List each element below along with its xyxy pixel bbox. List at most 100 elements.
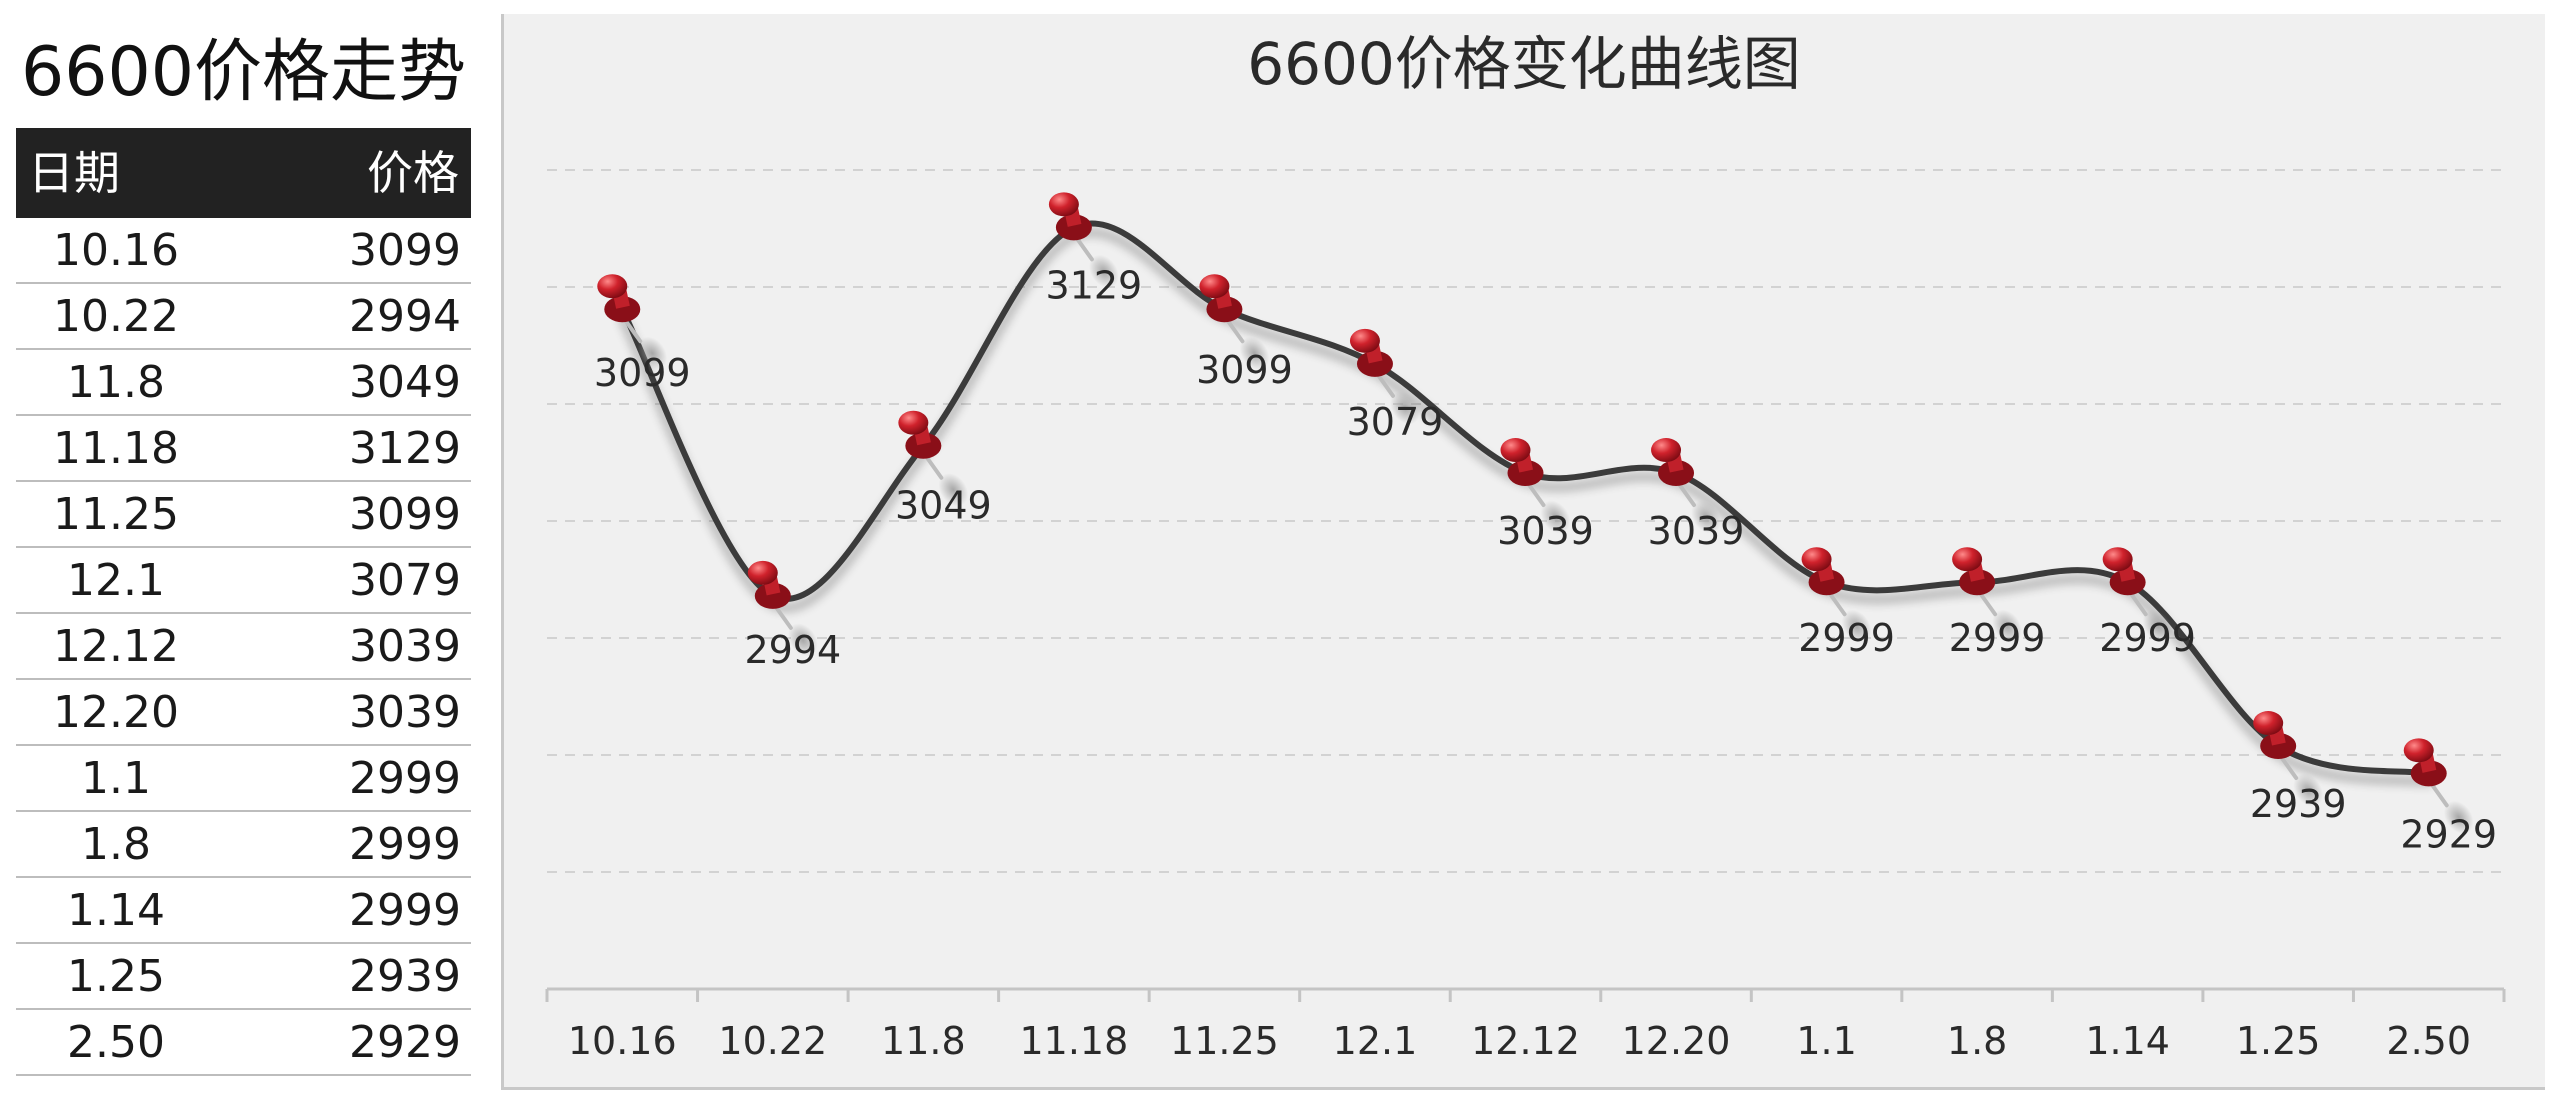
data-label: 3079 <box>1347 400 1444 444</box>
row-date: 12.1 <box>67 555 165 606</box>
table-row: 11.18 3129 <box>16 416 471 482</box>
data-label: 3049 <box>895 484 992 528</box>
pin-shadow <box>2142 609 2173 643</box>
pin-shadow <box>787 623 818 657</box>
row-date: 1.8 <box>81 819 151 870</box>
table-row: 12.20 3039 <box>16 680 471 746</box>
row-date: 11.18 <box>53 423 179 474</box>
x-tick-label: 10.22 <box>718 1019 827 1063</box>
row-date: 10.22 <box>53 291 179 342</box>
row-date: 12.20 <box>53 687 179 738</box>
x-tick-label: 12.1 <box>1333 1019 1418 1063</box>
row-price: 2999 <box>349 885 461 936</box>
pin-head <box>597 274 628 299</box>
table-row: 1.1 2999 <box>16 746 471 812</box>
pushpin-marker <box>2403 738 2474 834</box>
row-price: 3039 <box>349 621 461 672</box>
pin-shadow <box>1089 254 1119 288</box>
table-row: 10.22 2994 <box>16 284 471 350</box>
data-label: 2999 <box>1798 616 1895 660</box>
pin-base <box>754 582 791 609</box>
x-tick-label: 12.20 <box>1622 1019 1731 1063</box>
x-tick-label: 11.25 <box>1170 1019 1279 1063</box>
pin-head <box>1952 547 1983 572</box>
series-line <box>619 220 2432 777</box>
table-row: 1.14 2999 <box>16 878 471 944</box>
pin-head <box>1651 438 1682 463</box>
x-tick-label: 1.14 <box>2085 1019 2170 1063</box>
data-labels: 3099 2994 3049 3129 3099 3079 3039 3039 2999 2999… <box>594 263 2497 856</box>
pin-shadow <box>938 473 969 507</box>
pushpin-marker <box>1801 547 1872 643</box>
row-date: 1.1 <box>81 753 151 804</box>
pin-head <box>1048 192 1079 217</box>
x-tick-label: 11.8 <box>881 1019 966 1063</box>
pin-shadow <box>1540 500 1571 534</box>
x-tick-label: 11.18 <box>1019 1019 1128 1063</box>
pin-shadow <box>1239 336 1270 370</box>
pin-shadow <box>1390 391 1420 425</box>
x-tick-labels: 10.16 10.22 11.8 11.18 11.25 12.1 12.12 12.20 1.… <box>568 1019 2471 1063</box>
table-row: 1.25 2939 <box>16 944 471 1010</box>
data-label: 2999 <box>2099 616 2196 660</box>
pin-shadow <box>1691 500 1721 534</box>
row-price: 3099 <box>349 489 461 540</box>
table-row: 12.1 3079 <box>16 548 471 614</box>
pin-base <box>1507 460 1544 487</box>
row-date: 11.25 <box>53 489 179 540</box>
row-price: 2994 <box>349 291 461 342</box>
pin-base <box>2109 569 2146 596</box>
pin-head <box>1349 328 1380 353</box>
table-row: 10.16 3099 <box>16 218 471 284</box>
row-price: 3129 <box>349 423 461 474</box>
pin-shadow <box>1841 609 1872 643</box>
pushpin-marker <box>747 560 818 657</box>
table-title: 6600价格走势 <box>20 33 467 112</box>
pin-head <box>1199 274 1230 299</box>
row-date: 11.8 <box>67 357 165 408</box>
x-tick-label: 1.1 <box>1796 1019 1856 1063</box>
x-axis <box>545 987 2506 1002</box>
pin-base <box>1808 569 1845 596</box>
pushpin-marker <box>1500 438 1571 534</box>
pin-base <box>1658 460 1695 487</box>
x-tick-label: 12.12 <box>1471 1019 1580 1063</box>
pin-head <box>1500 438 1531 463</box>
pin-base <box>1356 350 1393 377</box>
row-price: 2929 <box>349 1017 461 1068</box>
table-row: 11.25 3099 <box>16 482 471 548</box>
price-line-chart: 6600价格变化曲线图 3099 2994 3049 3129 3099 3079 3039… <box>545 30 2506 1063</box>
x-tick-label: 10.16 <box>568 1019 677 1063</box>
pushpin-marker <box>1048 192 1119 288</box>
table-row: 11.8 3049 <box>16 350 471 416</box>
row-price: 3049 <box>349 357 461 408</box>
row-price: 2999 <box>349 819 461 870</box>
row-date: 12.12 <box>53 621 179 672</box>
table-row: 2.50 2929 <box>16 1010 471 1076</box>
pin-head <box>898 410 929 435</box>
x-tick-label: 2.50 <box>2386 1019 2471 1063</box>
series-line-path <box>619 220 2432 777</box>
pushpin-marker <box>2253 711 2324 807</box>
pin-head <box>2253 711 2284 736</box>
row-price: 2939 <box>349 951 461 1002</box>
data-label: 2999 <box>1949 616 2046 660</box>
x-tick-label: 1.25 <box>2236 1019 2321 1063</box>
pushpin-marker <box>898 410 969 507</box>
pin-shadow <box>2293 773 2324 807</box>
data-label: 3099 <box>1196 348 1293 392</box>
table-header: 日期 价格 <box>16 128 471 218</box>
data-label: 3039 <box>1648 509 1745 553</box>
pin-base <box>2260 733 2297 760</box>
row-date: 2.50 <box>67 1017 165 1068</box>
data-label: 2994 <box>744 628 841 672</box>
table-row: 12.12 3039 <box>16 614 471 680</box>
pin-base <box>2410 760 2447 787</box>
pin-shadow <box>1992 609 2022 643</box>
pin-base <box>604 296 641 323</box>
row-price: 3099 <box>349 225 461 276</box>
pin-head <box>2102 547 2133 572</box>
pin-shadow <box>637 336 668 370</box>
pin-head <box>747 560 778 585</box>
header-date: 日期 <box>28 146 120 200</box>
